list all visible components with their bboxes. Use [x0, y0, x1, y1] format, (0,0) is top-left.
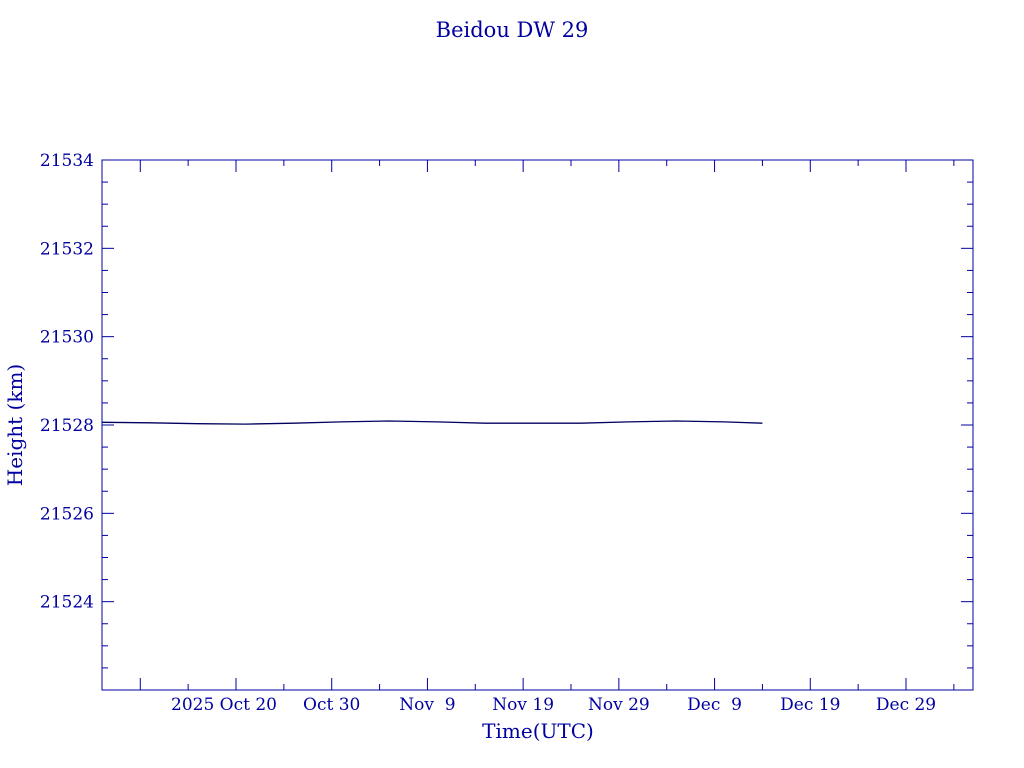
- x-axis-title: Time(UTC): [482, 719, 594, 743]
- plot-frame: [101, 159, 974, 691]
- chart-title: Beidou DW 29: [436, 18, 589, 42]
- x-tick-label: Dec 29: [876, 695, 936, 715]
- plot-area: [101, 420, 763, 425]
- x-tick-label: Dec 9: [687, 695, 742, 715]
- x-tick-label: Dec 19: [780, 695, 840, 715]
- x-tick-label: 2025 Oct 20: [171, 695, 277, 715]
- tick-labels: 21524 21526 21528 21530 21532 21534 2025 Oct 2…: [40, 151, 936, 715]
- y-tick-label: 21528: [40, 416, 94, 436]
- height-series-line: [101, 420, 763, 425]
- axis-ticks: [102, 159, 973, 691]
- y-axis-title: Height (km): [3, 364, 27, 486]
- x-tick-label: Nov 29: [588, 695, 650, 715]
- x-tick-label: Nov 9: [399, 695, 455, 715]
- y-tick-label: 21534: [40, 151, 94, 171]
- x-tick-label: Nov 19: [492, 695, 554, 715]
- y-tick-label: 21532: [40, 239, 94, 259]
- y-tick-label: 21526: [40, 504, 94, 524]
- y-tick-label: 21524: [40, 593, 94, 613]
- x-tick-label: Oct 30: [303, 695, 360, 715]
- y-tick-label: 21530: [40, 328, 94, 348]
